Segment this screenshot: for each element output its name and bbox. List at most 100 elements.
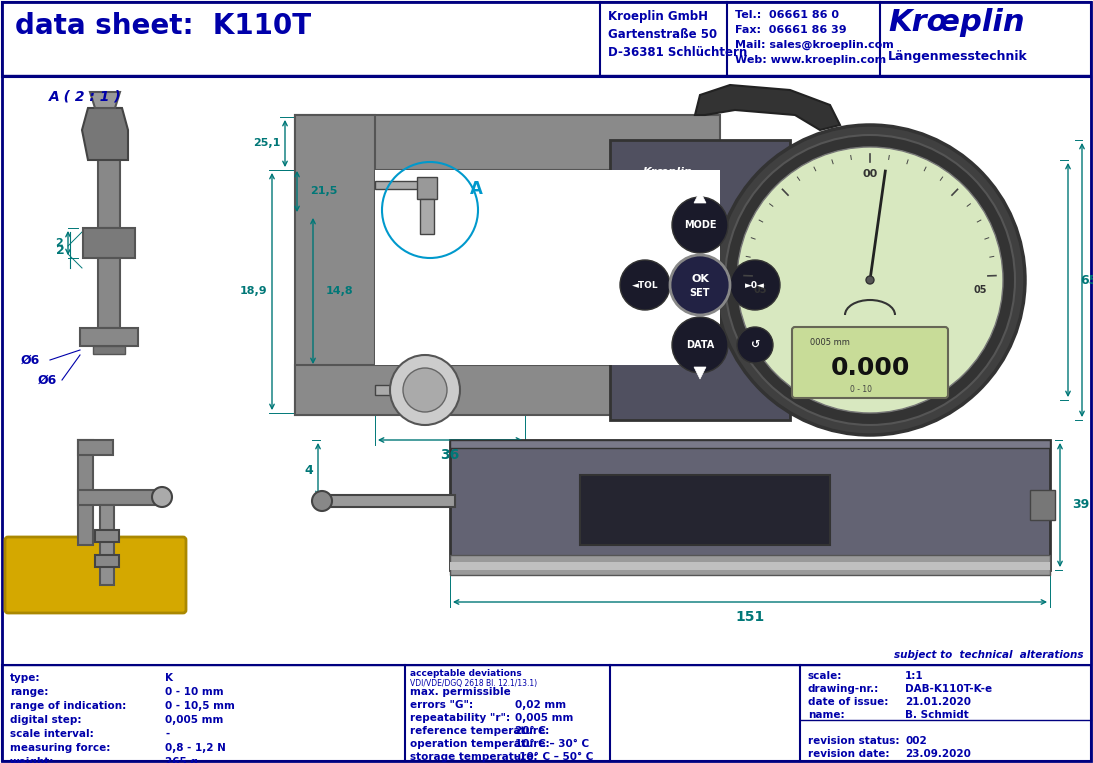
Bar <box>80 328 138 346</box>
Polygon shape <box>90 92 120 108</box>
Text: 23.09.2020: 23.09.2020 <box>905 749 971 759</box>
Text: Fax:  06661 86 39: Fax: 06661 86 39 <box>734 25 847 35</box>
Bar <box>295 115 720 170</box>
Text: 4: 4 <box>304 463 313 477</box>
Text: VDI/VDE/DGQ 2618 Bl. 12.1/13.1): VDI/VDE/DGQ 2618 Bl. 12.1/13.1) <box>410 679 537 688</box>
Text: 0,005 mm: 0,005 mm <box>515 713 574 723</box>
Text: operation temperature:: operation temperature: <box>410 739 550 749</box>
Bar <box>450 555 1050 575</box>
Text: measuring force:: measuring force: <box>10 743 110 753</box>
FancyBboxPatch shape <box>792 327 948 398</box>
Text: Gartenstraße 50: Gartenstraße 50 <box>608 28 717 41</box>
Bar <box>1030 490 1055 520</box>
Circle shape <box>390 355 460 425</box>
Text: B. Schmidt: B. Schmidt <box>905 710 968 720</box>
Bar <box>580 475 830 545</box>
Text: 2: 2 <box>56 243 64 256</box>
Circle shape <box>672 317 728 373</box>
Text: 20° C: 20° C <box>515 726 545 736</box>
Text: 21,5: 21,5 <box>310 186 338 197</box>
Text: Längenmesstechnik: Längenmesstechnik <box>888 50 1027 63</box>
Text: 0,005 mm: 0,005 mm <box>165 715 223 725</box>
Bar <box>78 490 158 505</box>
Text: Mail: sales@kroeplin.com: Mail: sales@kroeplin.com <box>734 40 894 50</box>
Text: 25,1: 25,1 <box>252 139 280 149</box>
Bar <box>375 385 435 395</box>
Text: reference temperature:: reference temperature: <box>410 726 550 736</box>
Polygon shape <box>694 367 706 379</box>
Circle shape <box>725 135 1015 425</box>
Text: weight:: weight: <box>10 757 55 763</box>
Bar <box>98 258 120 328</box>
Text: IP 67: IP 67 <box>643 181 670 191</box>
Circle shape <box>312 491 332 511</box>
Text: 05: 05 <box>973 285 987 295</box>
Text: A: A <box>470 180 483 198</box>
Text: 39: 39 <box>1072 498 1090 511</box>
Bar <box>2 665 1091 761</box>
Text: Kroeplin GmbH: Kroeplin GmbH <box>608 10 708 23</box>
Text: storage temperature:: storage temperature: <box>410 752 538 762</box>
Text: 0.000: 0.000 <box>831 356 909 380</box>
Bar <box>2 2 1091 77</box>
Text: Krœplin: Krœplin <box>643 167 693 177</box>
Text: DAB-K110T-K-e: DAB-K110T-K-e <box>905 684 992 694</box>
Text: 05: 05 <box>753 285 767 295</box>
Circle shape <box>670 255 730 315</box>
Bar <box>93 346 125 354</box>
Bar <box>83 228 136 258</box>
Text: data sheet:  K110T: data sheet: K110T <box>15 12 312 40</box>
Text: ◄TOL: ◄TOL <box>632 281 658 289</box>
Text: 65: 65 <box>1080 273 1093 286</box>
Circle shape <box>715 125 1025 435</box>
Text: 0 - 10,5 mm: 0 - 10,5 mm <box>165 701 235 711</box>
Bar <box>450 440 1050 570</box>
Text: digital step:: digital step: <box>10 715 82 725</box>
Polygon shape <box>82 108 128 160</box>
Circle shape <box>403 368 447 412</box>
Bar <box>330 495 455 507</box>
Bar <box>295 115 375 415</box>
Text: D-36381 Schlüchtern: D-36381 Schlüchtern <box>608 46 748 59</box>
Text: type:: type: <box>10 673 40 683</box>
Polygon shape <box>694 191 706 203</box>
Text: 0005 mm: 0005 mm <box>810 338 850 347</box>
Text: revision date:: revision date: <box>808 749 890 759</box>
Text: Krœplin: Krœplin <box>888 8 1024 37</box>
Text: OK: OK <box>691 274 709 284</box>
Text: SET: SET <box>690 288 710 298</box>
Text: 21.01.2020: 21.01.2020 <box>905 697 971 707</box>
FancyBboxPatch shape <box>5 537 186 613</box>
Text: 36: 36 <box>440 448 460 462</box>
Polygon shape <box>695 85 841 130</box>
Text: acceptable deviations: acceptable deviations <box>410 669 521 678</box>
Text: errors "G":: errors "G": <box>410 700 473 710</box>
Bar <box>78 440 93 545</box>
Bar <box>95 530 119 542</box>
Text: MODE: MODE <box>684 220 716 230</box>
Text: 0,02 mm: 0,02 mm <box>515 700 566 710</box>
Text: ►0◄: ►0◄ <box>745 281 765 289</box>
Text: range of indication:: range of indication: <box>10 701 127 711</box>
Text: scale interval:: scale interval: <box>10 729 94 739</box>
Text: revision status:: revision status: <box>808 736 900 746</box>
Text: 0 - 10 mm: 0 - 10 mm <box>165 687 224 697</box>
Text: DATA: DATA <box>686 340 714 350</box>
Text: Web: www.kroeplin.com: Web: www.kroeplin.com <box>734 55 886 65</box>
Text: 00: 00 <box>862 169 878 179</box>
Text: subject to  technical  alterations: subject to technical alterations <box>893 650 1083 660</box>
Text: 18,9: 18,9 <box>239 286 267 297</box>
Circle shape <box>620 260 670 310</box>
Bar <box>99 505 114 585</box>
Text: name:: name: <box>808 710 845 720</box>
Circle shape <box>672 197 728 253</box>
Text: scale:: scale: <box>808 671 843 681</box>
Text: 151: 151 <box>736 610 765 624</box>
Bar <box>450 440 1050 448</box>
Text: -: - <box>165 729 169 739</box>
Text: A ( 2 : 1 ): A ( 2 : 1 ) <box>49 90 121 104</box>
Circle shape <box>737 327 773 363</box>
Text: 0 - 10: 0 - 10 <box>850 385 872 394</box>
Circle shape <box>730 260 780 310</box>
Text: -10° C – 50° C: -10° C – 50° C <box>515 752 593 762</box>
